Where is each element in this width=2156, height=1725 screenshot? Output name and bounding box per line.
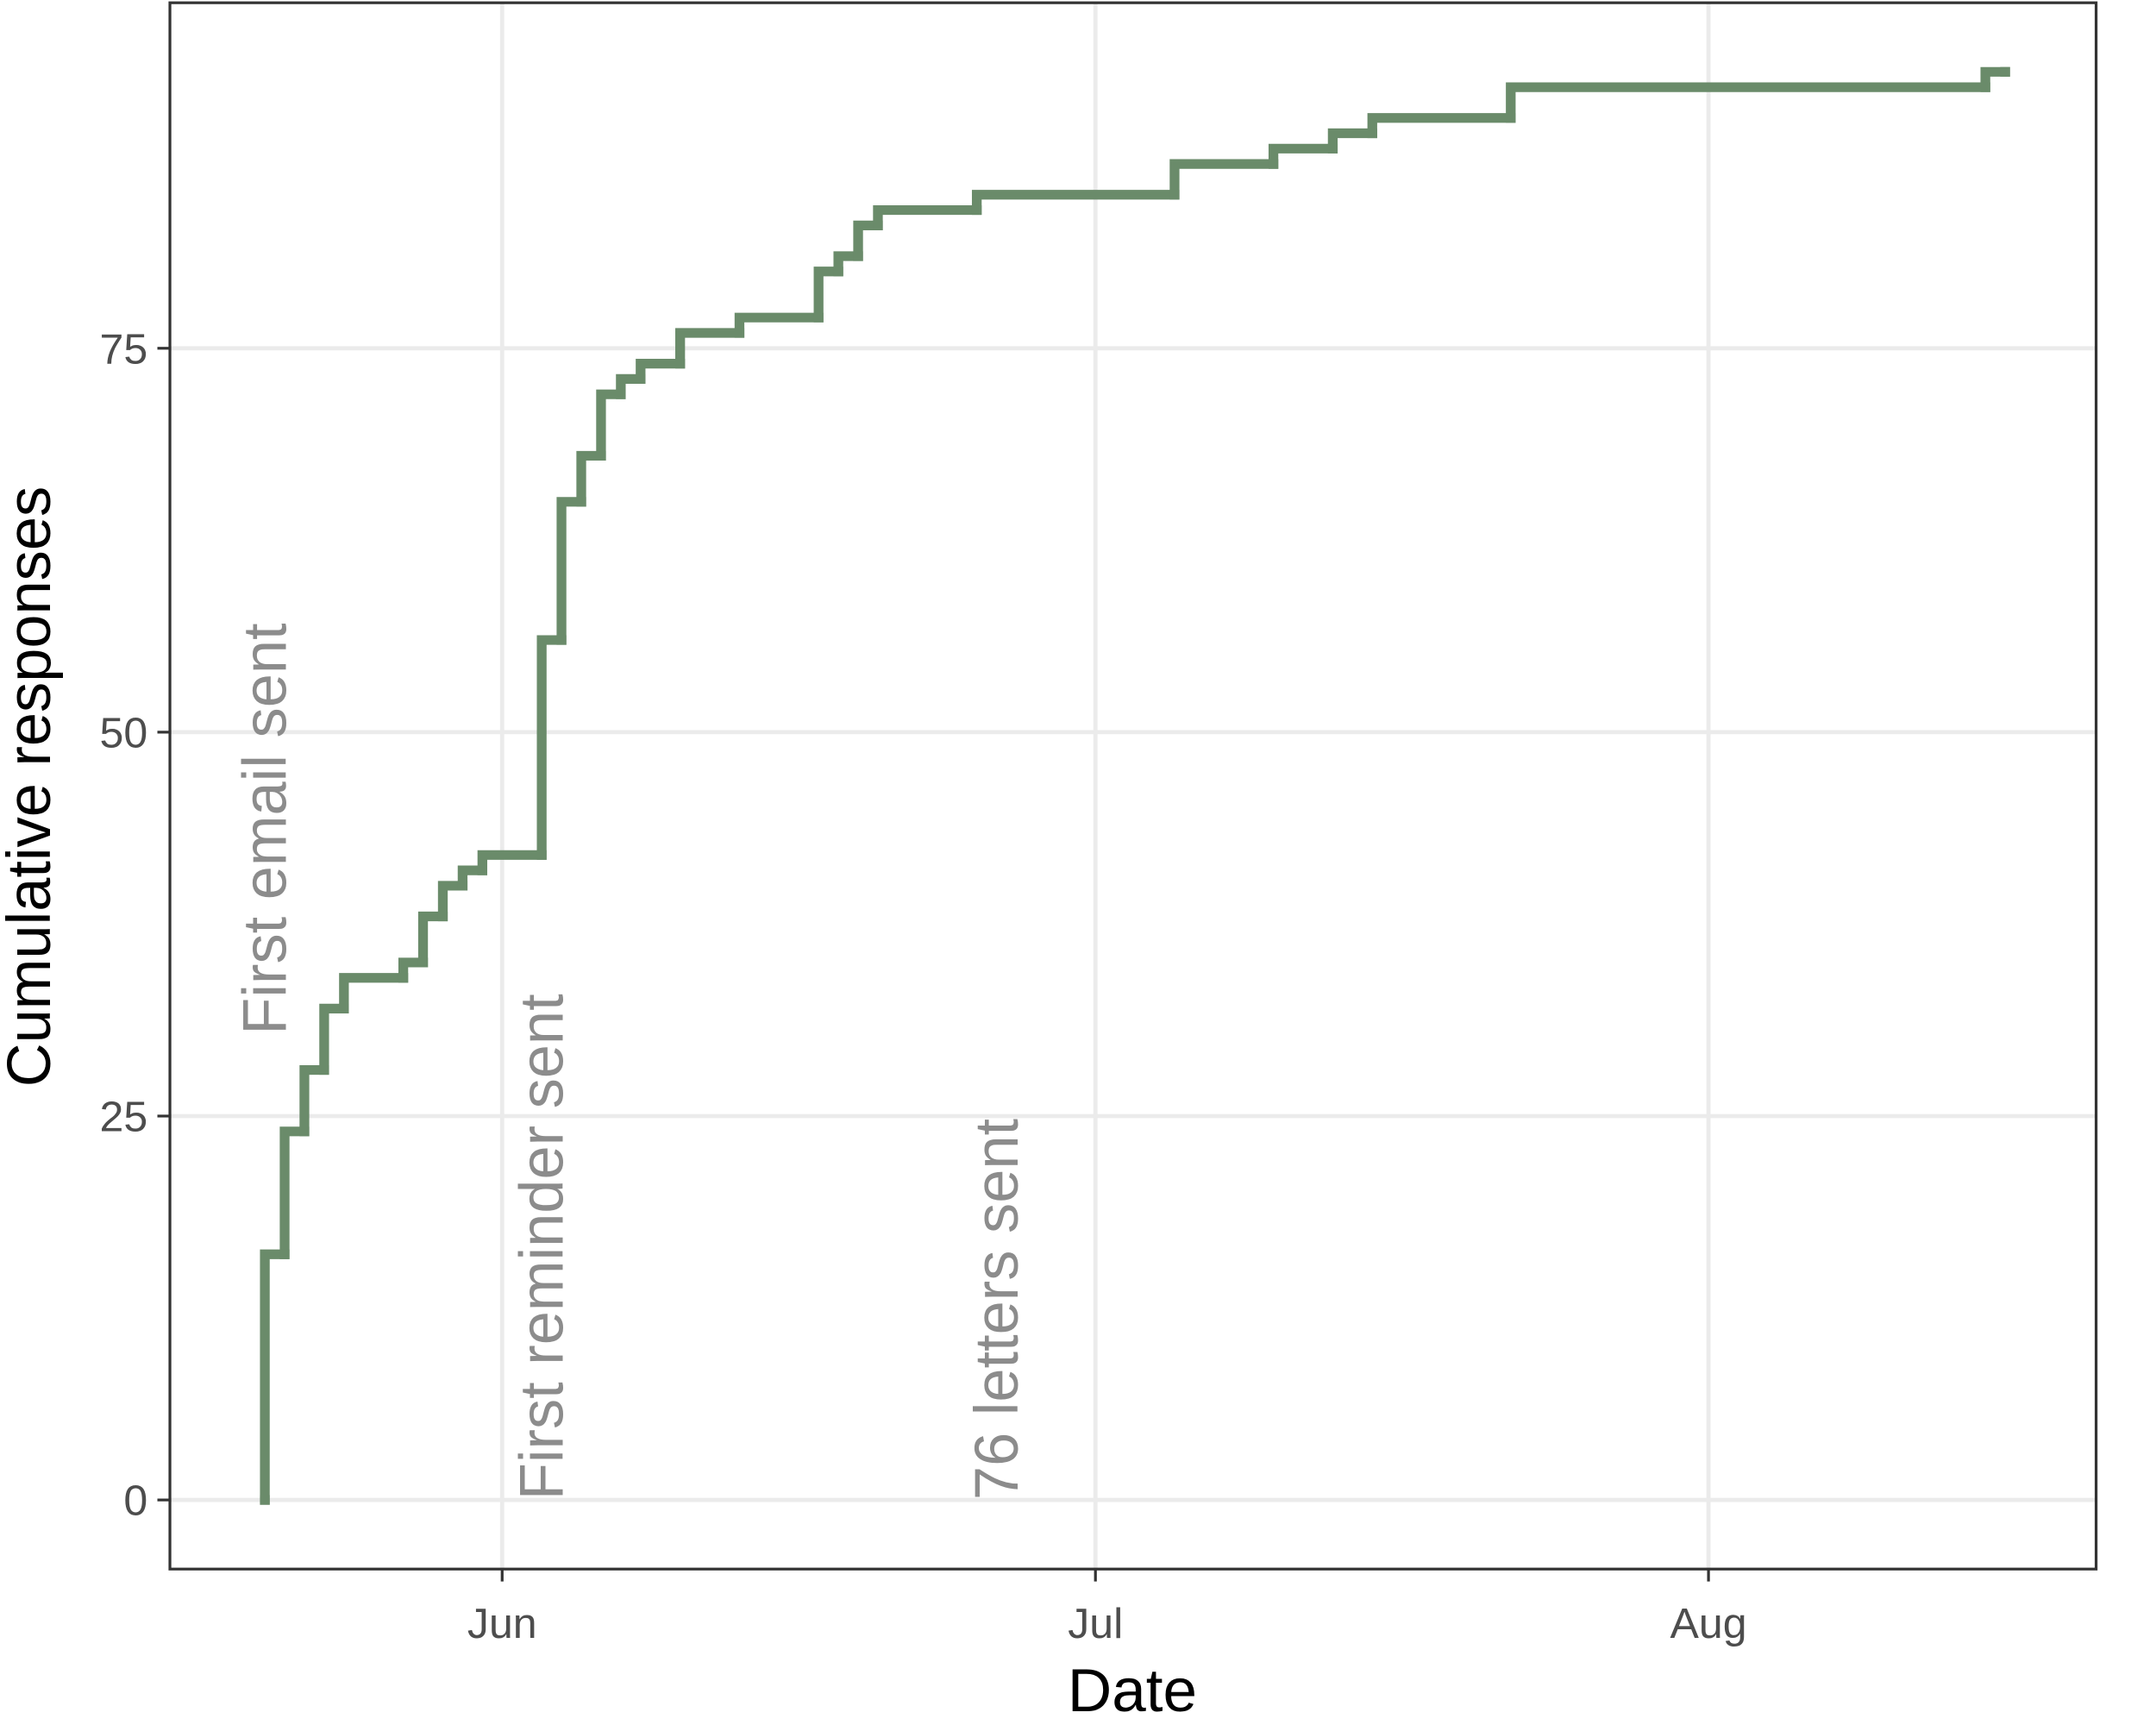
step-segment	[457, 865, 487, 891]
step-segment	[477, 850, 547, 875]
step-segment	[1367, 113, 1516, 139]
x-axis-title: Date	[1068, 1656, 1197, 1724]
step-segment	[675, 328, 745, 369]
step-segment	[319, 1003, 349, 1076]
step-segment	[734, 312, 824, 338]
step-segment	[339, 973, 409, 1013]
step-segment	[556, 497, 586, 645]
step-segment	[873, 204, 982, 230]
x-tick-label: Jul	[1068, 1599, 1123, 1647]
annotation: 76 letters sent	[962, 1119, 1030, 1500]
panel-border	[168, 1, 2098, 1571]
annotation: First email sent	[230, 623, 298, 1035]
step-segment	[971, 190, 1180, 216]
step-segment	[1506, 82, 1990, 123]
step-segment	[636, 358, 686, 384]
step-segment	[596, 389, 626, 461]
step-segment	[1327, 128, 1377, 154]
step-segment	[260, 1249, 290, 1505]
y-tick-label: 25	[99, 1093, 147, 1141]
y-tick-label: 50	[99, 709, 147, 757]
step-segment	[616, 373, 646, 399]
step-segment	[398, 957, 429, 983]
y-tick-label: 75	[99, 325, 147, 373]
step-segment	[417, 911, 448, 968]
step-segment	[853, 220, 883, 261]
step-segment	[1169, 159, 1279, 200]
y-tick-label: 0	[123, 1477, 147, 1525]
x-tick-label: Aug	[1670, 1599, 1747, 1647]
annotation: First reminder sent	[507, 994, 575, 1500]
step-segment	[437, 881, 468, 922]
step-segment	[279, 1126, 310, 1259]
y-axis-title: Cumulative responses	[0, 486, 63, 1087]
step-segment	[813, 267, 843, 323]
step-segment	[833, 251, 863, 277]
x-tick-label: Jun	[467, 1599, 537, 1647]
step-segment	[299, 1064, 329, 1137]
step-segment	[1980, 66, 2010, 92]
step-segment	[536, 635, 567, 860]
step-segment	[1268, 143, 1338, 169]
step-segment	[576, 450, 606, 507]
